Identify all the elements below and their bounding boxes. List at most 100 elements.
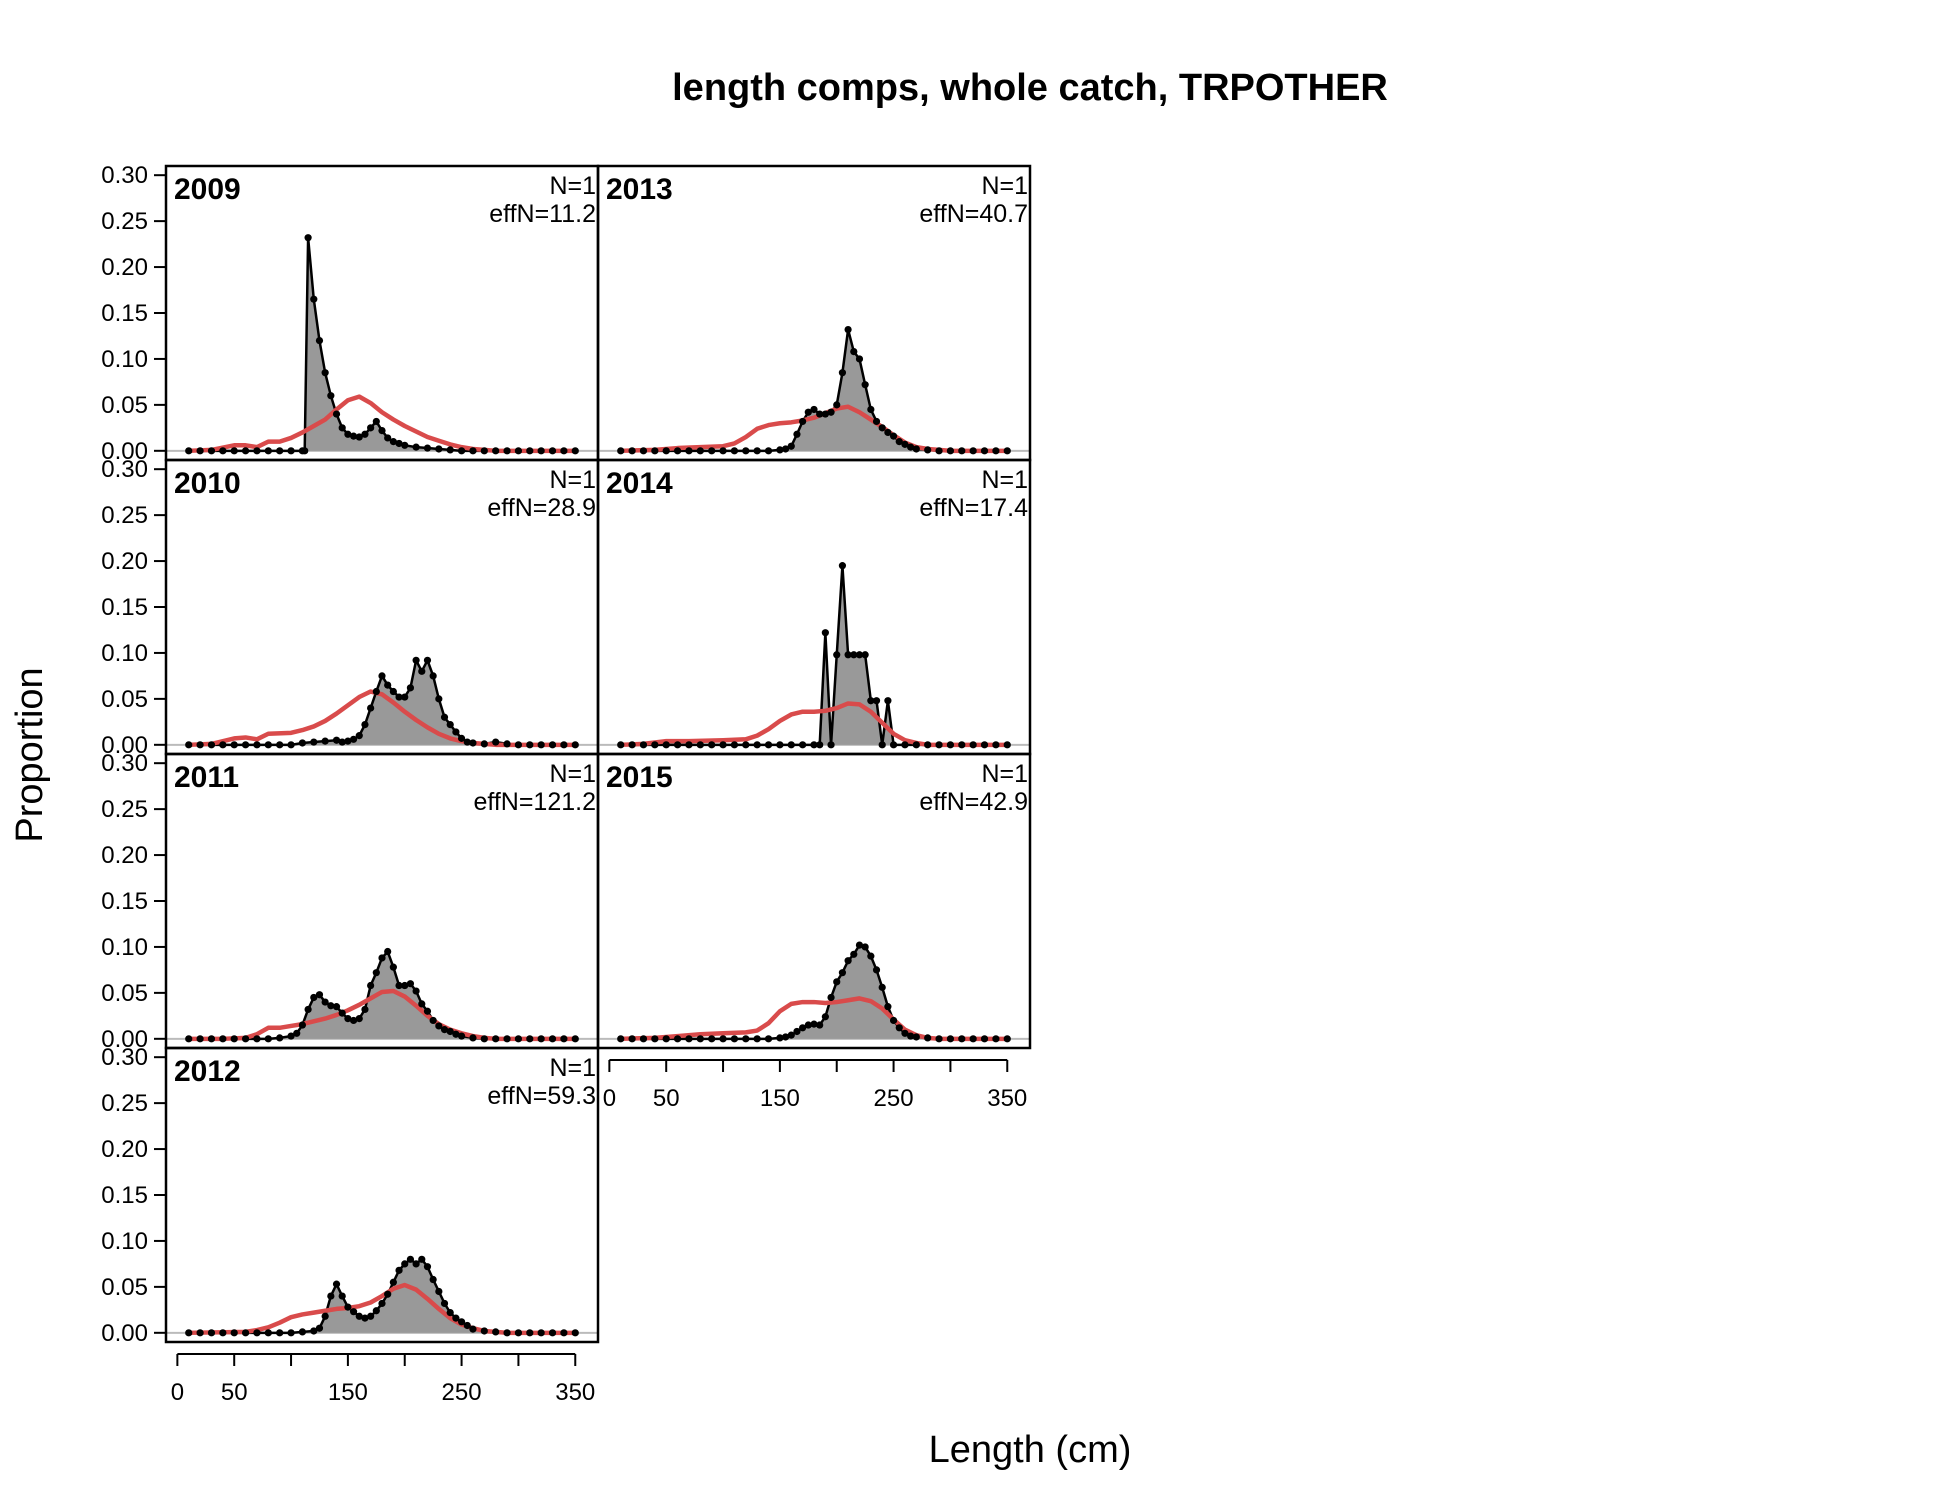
y-tick-label: 0.25 bbox=[101, 796, 148, 823]
observed-point bbox=[537, 1329, 545, 1337]
observed-point bbox=[384, 681, 392, 689]
observed-point bbox=[440, 713, 449, 721]
observed-point bbox=[742, 1035, 750, 1043]
y-tick-label: 0.05 bbox=[101, 392, 148, 419]
y-tick-label: 0.20 bbox=[101, 842, 148, 869]
observed-point bbox=[872, 697, 881, 705]
observed-point bbox=[503, 447, 511, 455]
x-tick-label: 150 bbox=[328, 1379, 368, 1406]
panel-frame bbox=[596, 752, 1032, 1050]
observed-point bbox=[361, 1314, 369, 1322]
observed-point bbox=[463, 1321, 471, 1330]
observed-point bbox=[548, 1035, 557, 1043]
observed-point bbox=[912, 741, 920, 749]
observed-point bbox=[787, 741, 795, 749]
observed-point bbox=[514, 1035, 523, 1043]
x-tick-label: 350 bbox=[555, 1379, 595, 1406]
observed-point bbox=[753, 1035, 761, 1043]
observed-point bbox=[389, 963, 397, 971]
observed-point bbox=[895, 1024, 903, 1032]
observed-area bbox=[188, 951, 576, 1039]
observed-point bbox=[639, 447, 648, 455]
observed-point bbox=[321, 998, 329, 1006]
observed-point bbox=[332, 1280, 341, 1288]
observed-point bbox=[946, 741, 955, 749]
observed-point bbox=[980, 1035, 989, 1043]
panel-n-label: N=1 bbox=[549, 172, 596, 200]
observed-point bbox=[799, 1024, 807, 1032]
observed-point bbox=[685, 741, 693, 749]
y-tick-label: 0.15 bbox=[101, 300, 148, 327]
observed-point bbox=[310, 993, 318, 1002]
observed-point bbox=[901, 440, 909, 448]
observed-point bbox=[844, 957, 852, 965]
observed-point bbox=[276, 1329, 284, 1337]
observed-point bbox=[867, 697, 875, 705]
observed-point bbox=[696, 1035, 704, 1043]
observed-point bbox=[753, 447, 761, 455]
observed-point bbox=[793, 1027, 801, 1036]
observed-point bbox=[241, 1329, 250, 1337]
observed-point bbox=[912, 445, 920, 453]
observed-point bbox=[253, 1329, 261, 1337]
observed-point bbox=[651, 1035, 659, 1043]
observed-point bbox=[503, 1329, 511, 1337]
observed-point bbox=[639, 741, 648, 749]
y-axis-2012: 0.00 0.05 0.10 0.15 0.20 0.25 0.30 bbox=[101, 1044, 166, 1347]
observed-point bbox=[395, 693, 403, 701]
observed-point bbox=[315, 1324, 324, 1332]
observed-point bbox=[526, 741, 534, 749]
observed-point bbox=[230, 1035, 238, 1043]
observed-point bbox=[514, 1329, 523, 1337]
panel-n-label: N=1 bbox=[549, 466, 596, 494]
observed-point bbox=[844, 651, 852, 659]
observed-point bbox=[355, 1312, 363, 1320]
observed-point bbox=[196, 741, 204, 749]
observed-point bbox=[264, 741, 272, 749]
observed-point bbox=[855, 355, 864, 363]
observed-point bbox=[412, 443, 420, 451]
observed-point bbox=[548, 1329, 557, 1337]
observed-point bbox=[338, 1292, 346, 1300]
observed-point bbox=[861, 943, 869, 951]
observed-point bbox=[185, 1329, 193, 1337]
observed-point bbox=[628, 1035, 636, 1043]
observed-point bbox=[1003, 447, 1011, 455]
y-tick-label: 0.10 bbox=[101, 640, 148, 667]
observed-point bbox=[907, 1032, 915, 1040]
observed-point bbox=[361, 1005, 369, 1014]
observed-point bbox=[662, 447, 670, 455]
observed-point bbox=[628, 447, 636, 455]
x-tick-label: 50 bbox=[653, 1085, 680, 1112]
observed-point bbox=[429, 1016, 437, 1025]
observed-point bbox=[719, 1035, 727, 1043]
observed-point bbox=[372, 417, 380, 426]
y-tick-label: 0.10 bbox=[101, 346, 148, 373]
x-axis-right-column: 0 50 150 250 350 bbox=[603, 1059, 1027, 1112]
panel-n-label: N=1 bbox=[981, 466, 1028, 494]
observed-point bbox=[418, 667, 426, 675]
observed-point bbox=[884, 428, 892, 437]
observed-point bbox=[781, 445, 790, 453]
observed-point bbox=[878, 424, 886, 432]
y-axis-label: Proportion bbox=[9, 667, 51, 842]
observed-point bbox=[321, 1312, 329, 1320]
observed-point bbox=[781, 1033, 790, 1041]
observed-point bbox=[673, 1035, 682, 1043]
observed-point bbox=[384, 947, 392, 956]
observed-point bbox=[492, 1328, 500, 1336]
expected-line bbox=[618, 701, 1010, 748]
observed-point bbox=[861, 381, 869, 389]
observed-point bbox=[384, 1290, 392, 1298]
observed-point bbox=[571, 1329, 579, 1337]
panel-year-label: 2010 bbox=[174, 467, 241, 500]
observed-point bbox=[241, 741, 250, 749]
observed-point bbox=[730, 741, 739, 749]
observed-point bbox=[560, 1035, 568, 1043]
observed-point bbox=[429, 1275, 437, 1284]
observed-point bbox=[696, 741, 704, 749]
